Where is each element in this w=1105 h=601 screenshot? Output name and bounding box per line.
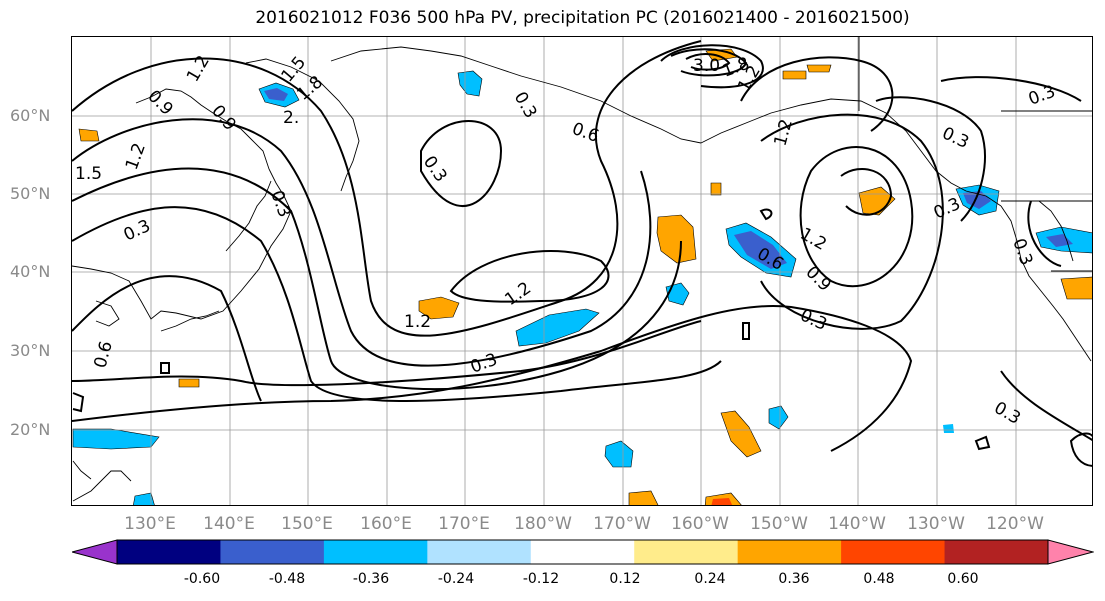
precip-negative-blob: [768, 405, 789, 430]
colorbar-tick-label: -0.12: [522, 571, 560, 587]
contour-label: 0.3: [939, 123, 972, 153]
precip-positive-blob: [711, 498, 733, 505]
contour-label: 1.2: [404, 312, 431, 332]
colorbar-extend-high: [1047, 539, 1094, 565]
lon-label-140w: 140°W: [828, 514, 886, 534]
coastlines: [72, 37, 1092, 502]
precip-positive-blob: [720, 410, 762, 458]
colorbar-tick-label: 0.12: [609, 571, 641, 587]
contour-label: 0.3: [510, 89, 541, 122]
contour-label: 2.: [283, 108, 299, 128]
lon-label-140e: 140°E: [203, 514, 255, 534]
lat-label-40n: 40°N: [10, 262, 51, 281]
colorbar-segment: [634, 540, 739, 564]
precip-negative-blob: [943, 424, 954, 433]
precip-negative-blob: [734, 231, 787, 269]
contour-label: 0.3: [121, 216, 154, 246]
colorbar-tick-label: 0.24: [694, 571, 726, 587]
contour-label: 0.3: [991, 398, 1024, 429]
precip-positive-blob: [782, 70, 807, 80]
lon-label-130w: 130°W: [907, 514, 965, 534]
contour-label: 0.3: [1008, 236, 1036, 268]
colorbar-tick-label: 0.48: [863, 571, 895, 587]
contour-label: 0.3: [266, 188, 294, 220]
contour-label: 3.0: [693, 56, 720, 76]
colorbar-segment: [323, 540, 428, 564]
colorbar-tick-label: -0.60: [183, 571, 221, 587]
lat-label-60n: 60°N: [10, 106, 51, 125]
precip-positive-blob: [628, 490, 659, 505]
colorbar-segment: [530, 540, 635, 564]
colorbar-tick-label: -0.36: [352, 571, 390, 587]
precip-positive-blob: [1060, 276, 1092, 300]
colorbar-tick-label: 0.60: [947, 571, 979, 587]
lon-label-160e: 160°E: [360, 514, 412, 534]
lon-label-160w: 160°W: [671, 514, 729, 534]
colorbar-segment: [117, 540, 221, 564]
lat-label-50n: 50°N: [10, 184, 51, 203]
precip-positive-blob: [418, 296, 460, 320]
contour-label: 0.3: [931, 194, 964, 224]
contour-label: 0.3: [1026, 82, 1058, 110]
contour-label: 0.9: [207, 101, 240, 135]
pv-contours: [72, 40, 1092, 467]
precip-positive-blob: [178, 378, 200, 388]
lon-label-150w: 150°W: [750, 514, 808, 534]
contour-label: 0.9: [143, 86, 176, 119]
precip-negative-blob: [133, 492, 155, 505]
contour-label: 1.2: [501, 278, 535, 310]
precip-negative-blob: [72, 428, 160, 450]
precip-negative-blob: [604, 440, 634, 468]
lon-label-180w: 180°W: [514, 514, 572, 534]
map-title: 2016021012 F036 500 hPa PV, precipitatio…: [255, 8, 910, 28]
precipitation-fills: [72, 48, 1092, 505]
colorbar-segment: [944, 540, 1049, 564]
contour-label: 0.9: [801, 262, 834, 295]
precip-negative-blob: [264, 88, 288, 101]
colorbar-outline: [116, 539, 1049, 565]
contour-label: 0.3: [419, 152, 451, 186]
lat-label-20n: 20°N: [10, 420, 51, 439]
colorbar-tick-label: -0.24: [437, 571, 475, 587]
precip-negative-blob: [1046, 234, 1073, 247]
lon-label-130e: 130°E: [124, 514, 176, 534]
lat-label-30n: 30°N: [10, 341, 51, 360]
precip-negative-blob: [457, 70, 483, 97]
precip-positive-blob: [656, 214, 697, 264]
colorbar-segment: [737, 540, 842, 564]
contour-label: 0.6: [91, 339, 117, 370]
map-panel: 0.9 1.2 0.9 1.5 1.8 2. 1.5 1.2 0.3 0.6 0…: [71, 36, 1093, 506]
lon-label-120w: 120°W: [986, 514, 1044, 534]
precip-positive-blob: [806, 64, 832, 73]
contour-label: 1.5: [75, 164, 102, 184]
colorbar-tick-label: -0.48: [268, 571, 306, 587]
contour-labels: 0.9 1.2 0.9 1.5 1.8 2. 1.5 1.2 0.3 0.6 0…: [75, 52, 1058, 429]
colorbar-segment: [427, 540, 532, 564]
colorbar-extend-low: [72, 539, 118, 565]
graticule: [72, 37, 1092, 505]
contour-label: 1.2: [771, 117, 797, 148]
precip-positive-blob: [78, 128, 100, 142]
colorbar-tick-label: 0.36: [778, 571, 810, 587]
colorbar: [72, 539, 1094, 565]
precip-negative-blob: [515, 308, 600, 347]
lon-label-150e: 150°E: [281, 514, 333, 534]
colorbar-segment: [841, 540, 946, 564]
lon-label-170w: 170°W: [593, 514, 651, 534]
contour-label: 1.2: [122, 140, 150, 172]
precip-positive-blob: [710, 182, 722, 196]
lon-label-170e: 170°E: [438, 514, 490, 534]
contour-label: 1.2: [183, 52, 214, 85]
colorbar-segment: [220, 540, 325, 564]
